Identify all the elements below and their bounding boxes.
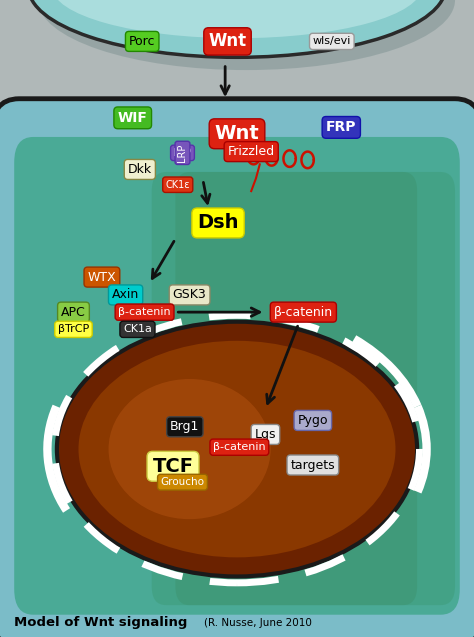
Text: CK1a: CK1a: [123, 324, 152, 334]
Text: β-catenin: β-catenin: [274, 306, 333, 318]
Text: Groucho: Groucho: [161, 477, 204, 487]
Text: Porc: Porc: [129, 35, 155, 48]
Text: Dsh: Dsh: [197, 213, 239, 233]
Text: WIF: WIF: [118, 111, 148, 125]
Text: LRP: LRP: [173, 148, 191, 158]
Text: Lgs: Lgs: [255, 428, 276, 441]
Text: TCF: TCF: [153, 457, 193, 476]
Text: wls/evi: wls/evi: [313, 36, 351, 47]
Text: β-catenin: β-catenin: [213, 442, 266, 452]
Text: targets: targets: [291, 459, 335, 471]
Ellipse shape: [52, 0, 422, 38]
Text: Dkk: Dkk: [128, 163, 152, 176]
Text: Wnt: Wnt: [215, 124, 259, 143]
FancyBboxPatch shape: [175, 172, 417, 605]
Text: Frizzled: Frizzled: [228, 145, 275, 158]
Text: (R. Nusse, June 2010: (R. Nusse, June 2010: [204, 618, 312, 628]
Text: Pygo: Pygo: [298, 414, 328, 427]
Text: APC: APC: [61, 306, 86, 318]
FancyBboxPatch shape: [14, 137, 460, 615]
Text: FRP: FRP: [326, 120, 356, 134]
FancyBboxPatch shape: [152, 172, 455, 605]
Text: LRP: LRP: [177, 144, 188, 162]
Text: βTrCP: βTrCP: [58, 324, 89, 334]
Text: Brg1: Brg1: [170, 420, 200, 433]
Text: WTX: WTX: [88, 271, 116, 283]
Text: Axin: Axin: [112, 289, 139, 301]
FancyBboxPatch shape: [0, 99, 474, 637]
Ellipse shape: [28, 0, 446, 57]
Text: Model of Wnt signaling: Model of Wnt signaling: [14, 617, 188, 629]
Text: β-catenin: β-catenin: [118, 307, 171, 317]
Ellipse shape: [57, 322, 417, 576]
Text: GSK3: GSK3: [173, 289, 207, 301]
Ellipse shape: [38, 0, 455, 70]
Text: Wnt: Wnt: [209, 32, 246, 50]
Ellipse shape: [109, 379, 271, 519]
Ellipse shape: [79, 341, 395, 557]
Text: CK1ε: CK1ε: [165, 180, 190, 190]
